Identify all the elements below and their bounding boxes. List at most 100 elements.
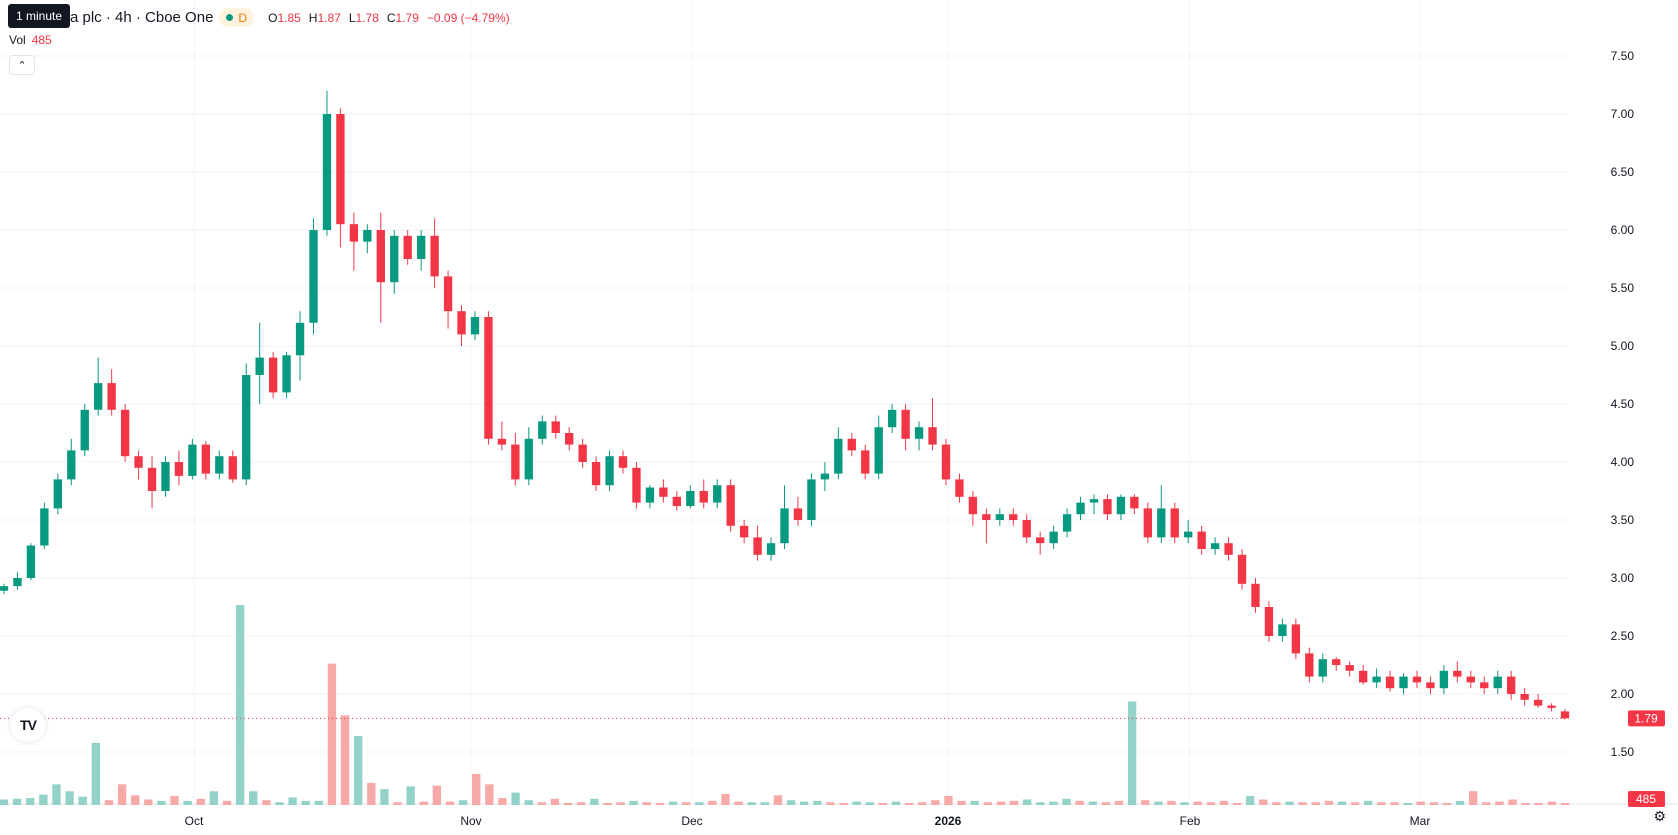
volume-value: 485 <box>31 33 52 47</box>
volume-bar <box>65 791 74 805</box>
symbol-title[interactable]: a plc · 4h · Cboe One <box>70 9 214 26</box>
candle-body <box>443 276 453 312</box>
candle-body <box>861 450 870 474</box>
candle-body <box>1184 531 1193 538</box>
symbol-legend: a plc · 4h · Cboe One D O1.85 H1.87 L1.7… <box>8 8 510 27</box>
volume-bar <box>498 798 507 805</box>
time-axis-label: 2026 <box>935 814 962 828</box>
candle-body <box>686 491 695 507</box>
candle-body <box>67 450 76 480</box>
volume-bar <box>918 802 927 805</box>
candle-body <box>403 235 412 259</box>
last-price-badge <box>1628 710 1665 727</box>
candle-body <box>1466 676 1475 683</box>
price-tick-label: 6.00 <box>1611 223 1635 237</box>
collapse-legend-button[interactable]: ⌃ <box>9 55 35 75</box>
open-value: 1.85 <box>277 10 301 25</box>
volume-bar <box>668 801 678 805</box>
candle-body <box>40 508 49 546</box>
ohlc-values: O1.85 H1.87 L1.78 C1.79 −0.09 (−4.79%) <box>268 11 510 25</box>
volume-bar <box>144 799 153 805</box>
volume-bar <box>472 773 481 805</box>
candle-body <box>484 317 493 439</box>
volume-bar <box>511 792 520 805</box>
candle-body <box>834 438 843 474</box>
volume-bar <box>944 796 953 805</box>
gear-icon[interactable]: ⚙ <box>1653 808 1666 824</box>
time-axis-label: Feb <box>1180 814 1201 828</box>
volume-bar <box>865 802 874 805</box>
candle-body <box>1170 508 1179 538</box>
volume-legend[interactable]: Vol 485 <box>9 33 52 47</box>
candle-body <box>1237 554 1247 584</box>
candle-body <box>645 487 655 503</box>
candle-body <box>26 545 36 578</box>
candle-body <box>928 427 937 445</box>
candle-body <box>1116 496 1126 515</box>
candle-body <box>1224 543 1233 555</box>
volume-bar <box>563 802 573 805</box>
candle-body <box>349 224 359 242</box>
volume-bar <box>249 791 258 805</box>
high-value: 1.87 <box>317 10 341 25</box>
volume-bar <box>747 802 756 805</box>
time-axis-label: Mar <box>1410 814 1431 828</box>
volume-bar <box>1101 802 1111 805</box>
volume-bar <box>1285 801 1294 805</box>
candle-body <box>1372 676 1381 683</box>
candle-body <box>1022 520 1031 538</box>
candle-body <box>390 235 399 283</box>
low-value: 1.78 <box>355 10 379 25</box>
candle-body <box>147 467 157 491</box>
tradingview-logo-icon[interactable]: TV <box>10 708 46 742</box>
volume-bar <box>131 795 140 805</box>
volume-bar <box>91 742 100 805</box>
volume-bar <box>1272 802 1281 805</box>
volume-bar <box>235 605 245 805</box>
volume-bar <box>1206 802 1215 805</box>
candle-body <box>699 491 708 503</box>
last-volume-badge-label: 485 <box>1636 792 1656 806</box>
volume-bar <box>1298 802 1307 805</box>
volume-bar <box>432 785 442 805</box>
market-status-badge[interactable]: D <box>219 8 255 27</box>
volume-bar <box>314 800 323 805</box>
candle-body <box>1009 514 1018 520</box>
volume-bar <box>1062 798 1071 805</box>
candle-body <box>982 514 991 520</box>
volume-bar <box>1127 701 1137 805</box>
candle-body <box>713 485 722 503</box>
low-label: L <box>348 10 356 25</box>
candle-body <box>336 114 345 225</box>
volume-label: Vol <box>9 33 26 47</box>
candle-body <box>1385 676 1395 689</box>
volume-bar <box>655 802 665 805</box>
volume-bar <box>12 798 22 805</box>
candle-body <box>268 357 278 393</box>
volume-bar <box>616 802 625 805</box>
candle-body <box>0 586 9 591</box>
volume-bar <box>117 784 127 805</box>
volume-bar <box>734 801 743 805</box>
candle-body <box>161 462 170 491</box>
volume-bar <box>485 784 494 805</box>
volume-bar <box>354 736 363 805</box>
volume-bar <box>1560 802 1570 805</box>
candle-body <box>1278 624 1287 636</box>
candle-body <box>1332 659 1341 665</box>
volume-bar <box>0 799 9 805</box>
candle-body <box>565 433 574 445</box>
candle-body <box>1210 543 1220 549</box>
candle-body <box>524 438 533 480</box>
volume-bar <box>983 802 992 805</box>
volume-bar <box>852 801 861 805</box>
price-tick-label: 5.50 <box>1611 281 1635 295</box>
volume-bar <box>183 800 192 805</box>
candle-body <box>1251 583 1260 607</box>
candle-body <box>457 311 466 335</box>
time-axis-label: Oct <box>185 814 204 828</box>
volume-bar <box>721 793 730 805</box>
volume-bar <box>196 798 205 805</box>
candle-body <box>134 456 143 468</box>
